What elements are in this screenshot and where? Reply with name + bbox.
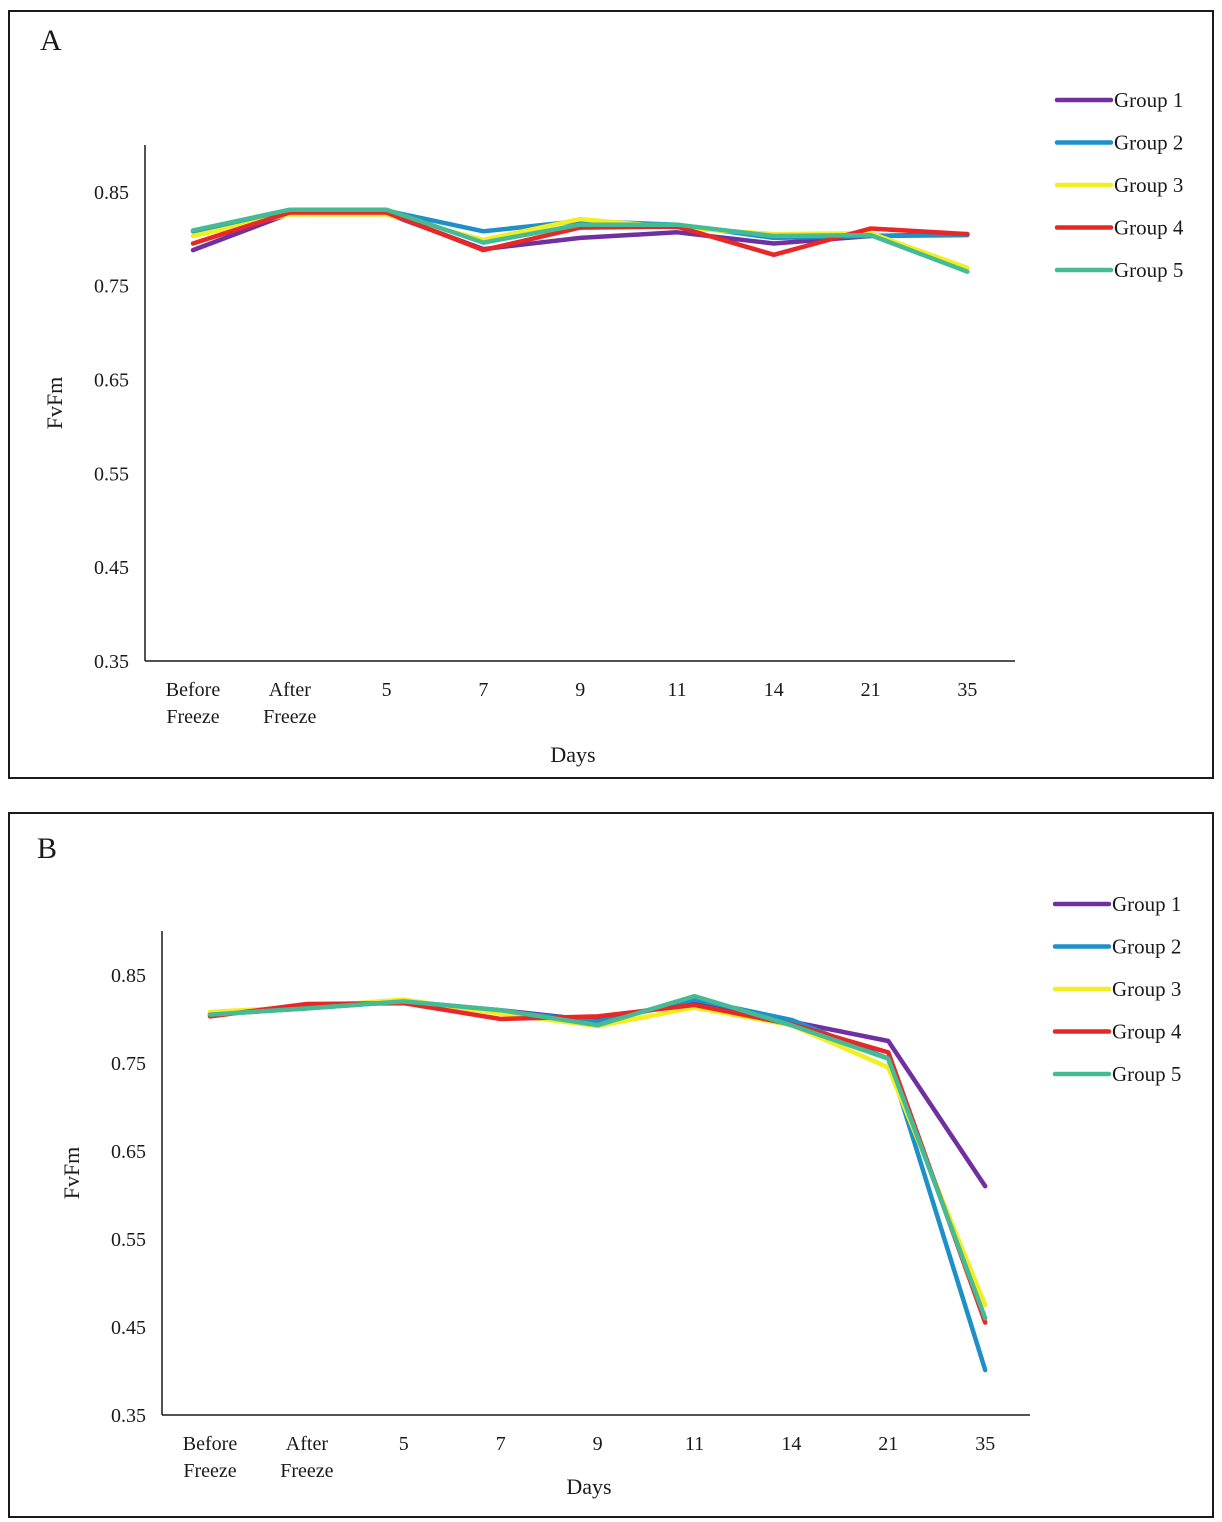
y-tick-label: 0.35 — [94, 651, 129, 673]
y-tick-label: 0.85 — [94, 182, 129, 204]
x-tick-line: After — [286, 1433, 329, 1455]
x-tick-line: Freeze — [183, 1460, 236, 1482]
series-line-group-4 — [207, 1000, 988, 1325]
x-tick-line: 5 — [399, 1433, 409, 1455]
x-tick-label: 7 — [478, 679, 488, 701]
series-line-group-5 — [190, 207, 970, 274]
y-tick-label: 0.55 — [94, 463, 129, 485]
x-tick-line: 11 — [685, 1433, 704, 1455]
x-tick-line: Freeze — [280, 1460, 333, 1482]
x-tick-label: 11 — [685, 1433, 704, 1455]
panel-label-b: B — [37, 832, 58, 865]
x-tick-label: Before Freeze — [183, 1433, 238, 1482]
legend-label-group-2: Group 2 — [1114, 131, 1183, 155]
y-tick-label: 0.45 — [94, 557, 129, 579]
x-tick-label: 21 — [861, 679, 881, 701]
legend-label-group-4: Group 4 — [1114, 216, 1184, 240]
y-tick-label: 0.75 — [94, 276, 129, 298]
x-tick-line: 5 — [382, 679, 392, 701]
legend-label-group-5: Group 5 — [1114, 258, 1183, 282]
x-tick-label: 9 — [575, 679, 585, 701]
x-tick-line: Before — [166, 679, 221, 701]
y-tick-label: 0.75 — [111, 1053, 146, 1075]
series-line-group-2 — [207, 997, 988, 1373]
x-tick-label: 21 — [878, 1433, 898, 1455]
x-tick-line: 35 — [957, 679, 977, 701]
x-tick-label: 35 — [975, 1433, 995, 1455]
legend-label-group-1: Group 1 — [1112, 892, 1181, 916]
x-tick-label: After Freeze — [280, 1433, 333, 1482]
series-line-group-5 — [207, 993, 988, 1321]
y-tick-label: 0.55 — [111, 1229, 146, 1251]
x-axis-title: Days — [550, 742, 595, 767]
x-tick-label: 35 — [957, 679, 977, 701]
x-tick-label: 14 — [781, 1433, 801, 1455]
x-tick-label: After Freeze — [263, 679, 316, 728]
x-tick-line: 9 — [593, 1433, 603, 1455]
legend-label-group-3: Group 3 — [1112, 977, 1181, 1001]
x-tick-line: 21 — [878, 1433, 898, 1455]
x-tick-line: After — [269, 679, 312, 701]
x-tick-line: Freeze — [166, 706, 219, 728]
legend-label-group-2: Group 2 — [1112, 935, 1181, 959]
x-tick-line: 35 — [975, 1433, 995, 1455]
x-tick-line: 7 — [496, 1433, 506, 1455]
x-tick-label: 14 — [764, 679, 784, 701]
chart-panel-b: B 0.85 0.75 0.65 0.55 0.45 0.35 FvFm Before Free… — [8, 812, 1214, 1518]
x-tick-label: Before Freeze — [166, 679, 221, 728]
x-tick-line: 14 — [781, 1433, 801, 1455]
legend-label-group-4: Group 4 — [1112, 1020, 1182, 1044]
y-axis-title: FvFm — [59, 1147, 84, 1200]
y-tick-label: 0.65 — [94, 370, 129, 392]
legend-label-group-3: Group 3 — [1114, 173, 1183, 197]
x-tick-label: 11 — [667, 679, 686, 701]
x-tick-label: 5 — [382, 679, 392, 701]
x-tick-label: 5 — [399, 1433, 409, 1455]
legend-label-group-1: Group 1 — [1114, 88, 1183, 112]
x-tick-line: Before — [183, 1433, 238, 1455]
x-tick-line: 11 — [667, 679, 686, 701]
y-axis-title: FvFm — [42, 377, 67, 430]
series-line-group-1 — [207, 999, 988, 1189]
panel-label-a: A — [40, 24, 62, 57]
y-tick-label: 0.85 — [111, 965, 146, 987]
x-tick-line: 9 — [575, 679, 585, 701]
y-tick-label: 0.45 — [111, 1317, 146, 1339]
x-tick-label: 9 — [593, 1433, 603, 1455]
x-tick-line: 14 — [764, 679, 784, 701]
x-tick-line: 7 — [478, 679, 488, 701]
x-tick-line: 21 — [861, 679, 881, 701]
chart-b-svg: 0.85 0.75 0.65 0.55 0.45 0.35 FvFm Before Freeze… — [59, 892, 1182, 1499]
y-tick-label: 0.35 — [111, 1405, 146, 1427]
x-axis-title: Days — [566, 1474, 611, 1499]
x-tick-line: Freeze — [263, 706, 316, 728]
legend-label-group-5: Group 5 — [1112, 1062, 1181, 1086]
y-tick-label: 0.65 — [111, 1141, 146, 1163]
chart-a-svg: 0.85 0.75 0.65 0.55 0.45 0.35 FvFm Before Freeze… — [42, 88, 1184, 767]
chart-panel-a: A 0.85 0.75 0.65 0.55 0.45 0.35 FvFm Before Free… — [8, 10, 1214, 779]
x-tick-label: 7 — [496, 1433, 506, 1455]
